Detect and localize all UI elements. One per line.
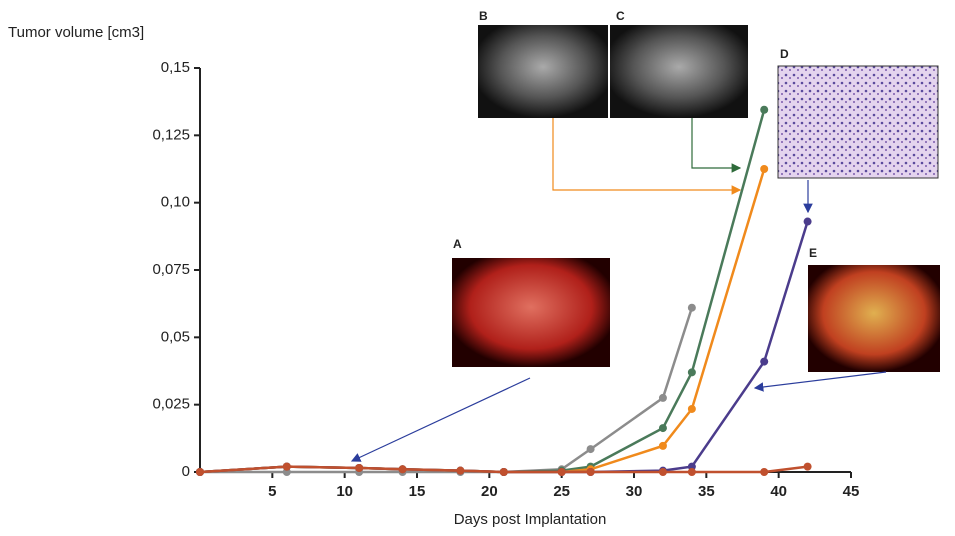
data-point xyxy=(687,303,696,312)
series-line xyxy=(200,307,694,474)
x-tick-label: 15 xyxy=(409,483,426,500)
data-point xyxy=(687,468,696,476)
panel-label: A xyxy=(453,237,462,251)
y-tick-label: 0,025 xyxy=(152,396,190,413)
data-point xyxy=(355,463,364,472)
y-tick-label: 0 xyxy=(182,463,190,480)
panel-label: E xyxy=(809,246,817,260)
arrow xyxy=(753,371,887,392)
data-point xyxy=(760,468,769,476)
data-point xyxy=(760,357,769,366)
image-b xyxy=(478,25,608,118)
image-a xyxy=(452,258,610,367)
x-axis-title: Days post Implantation xyxy=(454,511,607,528)
x-tick-label: 45 xyxy=(843,483,860,500)
data-point xyxy=(658,441,667,450)
panel-label: B xyxy=(479,9,488,23)
data-point xyxy=(282,462,291,471)
data-point xyxy=(658,424,667,433)
arrow xyxy=(350,377,531,462)
data-point xyxy=(658,468,667,476)
arrow xyxy=(552,118,742,195)
y-tick-label: 0,05 xyxy=(161,328,190,345)
x-tick-label: 35 xyxy=(698,483,715,500)
data-point xyxy=(557,468,566,476)
data-point xyxy=(687,368,696,377)
insets xyxy=(350,25,940,462)
image-d xyxy=(777,65,939,179)
data-point xyxy=(196,468,204,476)
y-tick-label: 0,075 xyxy=(152,261,190,278)
x-tick-label: 5 xyxy=(268,483,276,500)
arrow xyxy=(691,118,742,173)
data-point xyxy=(760,105,769,114)
data-point xyxy=(803,217,812,226)
data-point xyxy=(586,468,595,476)
data-point xyxy=(398,465,407,474)
x-tick-label: 10 xyxy=(336,483,353,500)
x-tick-label: 20 xyxy=(481,483,498,500)
y-axis-title: Tumor volume [cm3] xyxy=(8,24,144,41)
panel-label: D xyxy=(780,47,789,61)
data-point xyxy=(760,165,769,173)
series-line xyxy=(199,465,808,474)
y-tick-label: 0,125 xyxy=(152,126,190,143)
data-point xyxy=(456,466,465,475)
x-tick-label: 30 xyxy=(626,483,643,500)
y-tick-label: 0,10 xyxy=(161,194,190,211)
data-point xyxy=(586,445,595,454)
image-c xyxy=(610,25,748,118)
x-tick-label: 25 xyxy=(553,483,570,500)
x-tick-label: 40 xyxy=(770,483,787,500)
data-point xyxy=(499,468,508,476)
panel-label: C xyxy=(616,9,625,23)
image-e xyxy=(808,265,940,372)
data-point xyxy=(658,393,667,402)
data-point xyxy=(687,404,696,413)
y-tick-label: 0,15 xyxy=(161,59,190,76)
data-point xyxy=(803,462,812,471)
